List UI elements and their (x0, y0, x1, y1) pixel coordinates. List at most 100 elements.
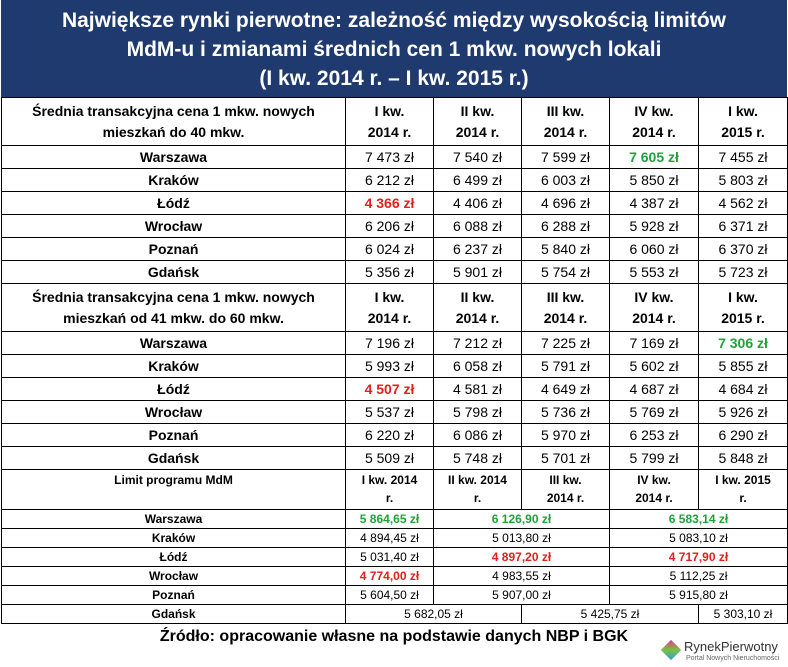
data-row: Poznań 6 024 zł 6 237 zł 5 840 zł 6 060 zł 6 … (1, 237, 788, 261)
value-cell: 7 605 zł (609, 145, 699, 169)
logo-name: RynekPierwotny (684, 639, 778, 654)
value-cell: 4 774,00 zł (345, 566, 434, 586)
data-row: Wrocław 6 206 zł 6 088 zł 6 288 zł 5 928 zł 6… (1, 214, 788, 238)
value-cell: 5 723 zł (698, 260, 788, 284)
value-cell: 5 791 zł (521, 354, 610, 378)
value-cell: 4 894,45 zł (345, 528, 434, 548)
column-header: III kw. 2014 r. (521, 469, 610, 510)
value-cell: 4 897,20 zł (433, 547, 610, 567)
value-cell: 7 473 zł (345, 145, 434, 169)
column-header: IV kw. 2014 r. (609, 283, 699, 332)
value-cell: 7 212 zł (433, 331, 522, 355)
value-cell: 5 840 zł (521, 237, 610, 261)
value-cell: 6 003 zł (521, 168, 610, 192)
value-cell: 5 013,80 zł (433, 528, 610, 548)
column-label: II kw. 2014 r. (455, 288, 500, 326)
column-header: I kw. 2014 r. (345, 97, 434, 146)
data-row: Gdańsk 5 509 zł 5 748 zł 5 701 zł 5 799 zł 5 … (1, 446, 788, 470)
value-cell: 5 769 zł (609, 400, 699, 424)
value-cell: 5 907,00 zł (433, 585, 610, 605)
column-label: II kw. 2014 r. (448, 473, 507, 505)
logo: RynekPierwotny Portal Nowych Nieruchomoś… (660, 639, 782, 665)
value-cell: 6 220 zł (345, 423, 434, 447)
column-label: IV kw. 2014 r. (635, 473, 673, 505)
title-bar: Największe rynki pierwotne: zależność mi… (1, 0, 787, 97)
value-cell: 5 993 zł (345, 354, 434, 378)
column-label: I kw. 2014 r. (367, 102, 412, 140)
data-row: Łódź 5 031,40 zł 4 897,20 zł 4 717,90 zł (1, 547, 788, 567)
value-cell: 7 169 zł (609, 331, 699, 355)
data-row: Warszawa 7 196 zł 7 212 zł 7 225 zł 7 169 zł… (1, 331, 788, 355)
value-cell: 4 717,90 zł (609, 547, 788, 567)
city: Wrocław (1, 400, 346, 424)
city: Warszawa (1, 509, 346, 529)
column-label: I kw. 2015 r. (721, 102, 765, 140)
value-cell: 6 024 zł (345, 237, 434, 261)
data-row: Warszawa 5 864,65 zł 6 126,90 zł 6 583,14 z… (1, 509, 788, 529)
column-header: IV kw. 2014 r. (609, 469, 699, 510)
column-label: I kw. 2014 r. (361, 473, 418, 505)
value-cell: 5 970 zł (521, 423, 610, 447)
data-row: Kraków 4 894,45 zł 5 013,80 zł 5 083,10 zł (1, 528, 788, 548)
column-header: I kw. 2015 r. (698, 283, 788, 332)
city: Warszawa (1, 331, 346, 355)
value-cell: 5 915,80 zł (609, 585, 788, 605)
column-label: I kw. 2014 r. (367, 288, 412, 326)
value-cell: 4 366 zł (345, 191, 434, 215)
value-cell: 5 855 zł (698, 354, 788, 378)
city: Kraków (1, 168, 346, 192)
value-cell: 4 649 zł (521, 377, 610, 401)
value-cell: 5 604,50 zł (345, 585, 434, 605)
value-cell: 6 060 zł (609, 237, 699, 261)
city: Wrocław (1, 566, 346, 586)
column-label: III kw. 2014 r. (546, 473, 585, 505)
section-header: Limit programu MdM (1, 469, 346, 510)
value-cell: 6 371 zł (698, 214, 788, 238)
value-cell: 4 562 zł (698, 191, 788, 215)
column-header: II kw. 2014 r. (433, 469, 522, 510)
value-cell: 5 848 zł (698, 446, 788, 470)
value-cell: 6 086 zł (433, 423, 522, 447)
value-cell: 5 553 zł (609, 260, 699, 284)
value-cell: 5 682,05 zł (345, 604, 522, 624)
value-cell: 6 288 zł (521, 214, 610, 238)
column-header: II kw. 2014 r. (433, 283, 522, 332)
data-row: Poznań 6 220 zł 6 086 zł 5 970 zł 6 253 zł 6 … (1, 423, 788, 447)
logo-tagline: Portal Nowych Nieruchomości (686, 655, 780, 662)
city: Gdańsk (1, 446, 346, 470)
value-cell: 4 406 zł (433, 191, 522, 215)
value-cell: 5 112,25 zł (609, 566, 788, 586)
data-row: Warszawa 7 473 zł 7 540 zł 7 599 zł 7 605 zł… (1, 145, 788, 169)
city: Poznań (1, 423, 346, 447)
column-label: III kw. 2014 r. (543, 102, 588, 140)
value-cell: 6 058 zł (433, 354, 522, 378)
column-label: II kw. 2014 r. (455, 102, 500, 140)
value-cell: 7 225 zł (521, 331, 610, 355)
column-label: I kw. 2015 r. (721, 288, 765, 326)
section-header: Średnia transakcyjna cena 1 mkw. nowych … (1, 97, 346, 146)
title-line: (I kw. 2014 r. – I kw. 2015 r.) (259, 67, 529, 90)
value-cell: 6 237 zł (433, 237, 522, 261)
header-row: Średnia transakcyjna cena 1 mkw. nowych … (1, 283, 788, 332)
value-cell: 5 799 zł (609, 446, 699, 470)
title-line: MdM-u i zmianami średnich cen 1 mkw. now… (126, 38, 662, 61)
value-cell: 5 701 zł (521, 446, 610, 470)
logo-icon (660, 639, 682, 661)
value-cell: 7 196 zł (345, 331, 434, 355)
value-cell: 4 983,55 zł (433, 566, 610, 586)
city: Łódź (1, 547, 346, 567)
column-label: III kw. 2014 r. (543, 288, 588, 326)
value-cell: 5 509 zł (345, 446, 434, 470)
value-cell: 7 306 zł (698, 331, 788, 355)
city: Kraków (1, 528, 346, 548)
title-line: Największe rynki pierwotne: zależność mi… (61, 9, 727, 32)
value-cell: 4 687 zł (609, 377, 699, 401)
value-cell: 5 356 zł (345, 260, 434, 284)
city: Warszawa (1, 145, 346, 169)
value-cell: 5 031,40 zł (345, 547, 434, 567)
data-row: Wrocław 5 537 zł 5 798 zł 5 736 zł 5 769 zł 5… (1, 400, 788, 424)
city: Wrocław (1, 214, 346, 238)
value-cell: 5 803 zł (698, 168, 788, 192)
source-note: Źródło: opracowanie własne na podstawie … (159, 628, 629, 645)
